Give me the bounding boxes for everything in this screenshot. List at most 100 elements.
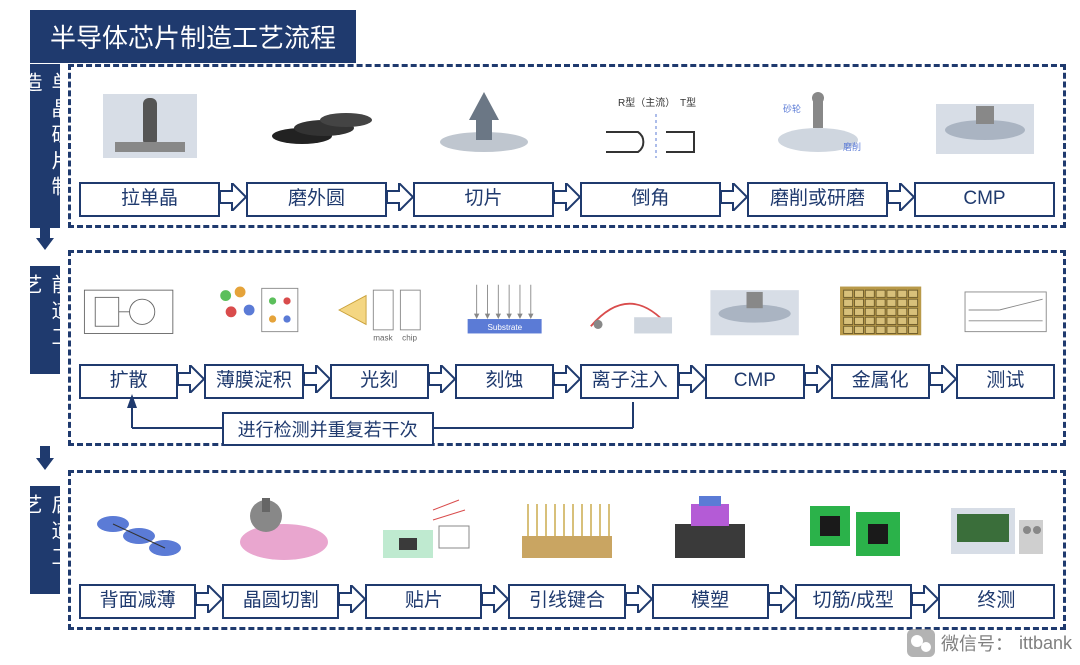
step-cell: CMP (914, 73, 1055, 217)
step-cell: 拉单晶 (79, 73, 220, 217)
watermark: 微信号： ittbank (907, 629, 1072, 657)
step-cell: 贴片 (365, 479, 482, 619)
step-label: 测试 (956, 364, 1055, 399)
step-label: 磨外圆 (246, 182, 387, 217)
step-thumb (508, 479, 625, 580)
step-thumb (795, 479, 912, 580)
step-label: 光刻 (330, 364, 429, 399)
loop-note: 进行检测并重复若干次 (222, 412, 434, 446)
step-cell: Substrate 刻蚀 (455, 259, 554, 399)
step-cell: 磨外圆 (246, 73, 387, 217)
step-cell: 背面减薄 (79, 479, 196, 619)
arrow-right-icon (482, 479, 508, 619)
step-thumb: 砂轮磨削 (747, 73, 888, 178)
down-arrow-2 (36, 446, 54, 470)
arrow-right-icon (912, 479, 938, 619)
step-cell: 测试 (956, 259, 1055, 399)
svg-text:chip: chip (402, 333, 417, 342)
step-cell: 金属化 (831, 259, 930, 399)
step-cell: mask chip 光刻 (330, 259, 429, 399)
step-label: 倒角 (580, 182, 721, 217)
step-label: 切筋/成型 (795, 584, 912, 619)
arrow-right-icon (554, 73, 580, 217)
arrow-right-icon (769, 479, 795, 619)
stage-label-1: 单晶硅片制造 (30, 64, 60, 228)
arrow-right-icon (888, 73, 914, 217)
stage-label-2: 前道工艺 (30, 266, 60, 374)
arrow-right-icon (679, 259, 705, 399)
svg-text:砂轮: 砂轮 (783, 103, 801, 114)
step-thumb: Substrate (455, 259, 554, 360)
step-label: 终测 (938, 584, 1055, 619)
loop-line-v2 (131, 406, 133, 428)
loop-line-v1 (632, 402, 634, 428)
step-cell: CMP (705, 259, 804, 399)
step-label: CMP (914, 182, 1055, 217)
step-label: 背面减薄 (79, 584, 196, 619)
arrow-right-icon (220, 73, 246, 217)
step-thumb (79, 259, 178, 360)
watermark-id: ittbank (1019, 633, 1072, 654)
step-thumb (956, 259, 1055, 360)
arrow-right-icon (339, 479, 365, 619)
step-thumb: R型（主流） T型 (580, 73, 721, 178)
step-thumb (652, 479, 769, 580)
step-cell: 离子注入 (580, 259, 679, 399)
arrow-right-icon (304, 259, 330, 399)
step-label: CMP (705, 364, 804, 399)
step-cell: 模塑 (652, 479, 769, 619)
step-cell: R型（主流） T型倒角 (580, 73, 721, 217)
step-thumb (79, 479, 196, 580)
arrow-right-icon (805, 259, 831, 399)
arrow-right-icon (721, 73, 747, 217)
step-thumb (938, 479, 1055, 580)
wechat-icon (907, 629, 935, 657)
arrow-right-icon (626, 479, 652, 619)
arrow-right-icon (554, 259, 580, 399)
stage-box-3: 背面减薄晶圆切割贴片引线键合模塑切筋/成型终测 (68, 470, 1066, 630)
arrow-right-icon (387, 73, 413, 217)
step-thumb (413, 73, 554, 178)
stage-box-1: 拉单晶磨外圆切片R型（主流）T型倒角砂轮磨削磨削或研磨CMP (68, 64, 1066, 228)
loop-arrowhead-icon (127, 394, 137, 408)
step-label: 贴片 (365, 584, 482, 619)
step-label: 晶圆切割 (222, 584, 339, 619)
step-label: 拉单晶 (79, 182, 220, 217)
svg-text:磨削: 磨削 (843, 141, 861, 152)
step-thumb (365, 479, 482, 580)
down-arrow-1 (36, 228, 54, 250)
svg-text:T型: T型 (680, 96, 696, 109)
step-thumb (204, 259, 303, 360)
arrow-right-icon (178, 259, 204, 399)
step-cell: 晶圆切割 (222, 479, 339, 619)
step-cell: 扩散 (79, 259, 178, 399)
svg-text:R型（主流）: R型（主流） (618, 96, 675, 109)
step-thumb (246, 73, 387, 178)
step-label: 金属化 (831, 364, 930, 399)
svg-text:Substrate: Substrate (487, 322, 522, 331)
step-label: 引线键合 (508, 584, 625, 619)
stage-label-3: 后道工艺 (30, 486, 60, 594)
arrow-right-icon (930, 259, 956, 399)
step-label: 薄膜淀积 (204, 364, 303, 399)
step-thumb (705, 259, 804, 360)
step-cell: 切片 (413, 73, 554, 217)
step-thumb (79, 73, 220, 178)
step-cell: 砂轮磨削磨削或研磨 (747, 73, 888, 217)
svg-text:mask: mask (373, 333, 393, 342)
arrow-right-icon (196, 479, 222, 619)
arrow-right-icon (429, 259, 455, 399)
step-thumb (914, 73, 1055, 178)
stage-box-2: 扩散薄膜淀积maskchip光刻Substrate刻蚀离子注入CMP金属化测试 … (68, 250, 1066, 446)
step-thumb: mask chip (330, 259, 429, 360)
step-thumb (222, 479, 339, 580)
step-cell: 引线键合 (508, 479, 625, 619)
step-label: 模塑 (652, 584, 769, 619)
step-label: 切片 (413, 182, 554, 217)
step-cell: 薄膜淀积 (204, 259, 303, 399)
step-label: 离子注入 (580, 364, 679, 399)
step-thumb (831, 259, 930, 360)
step-cell: 终测 (938, 479, 1055, 619)
step-thumb (580, 259, 679, 360)
step-label: 刻蚀 (455, 364, 554, 399)
